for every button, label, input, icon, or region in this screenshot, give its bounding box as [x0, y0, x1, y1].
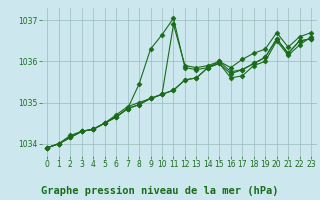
Text: Graphe pression niveau de la mer (hPa): Graphe pression niveau de la mer (hPa) — [41, 186, 279, 196]
